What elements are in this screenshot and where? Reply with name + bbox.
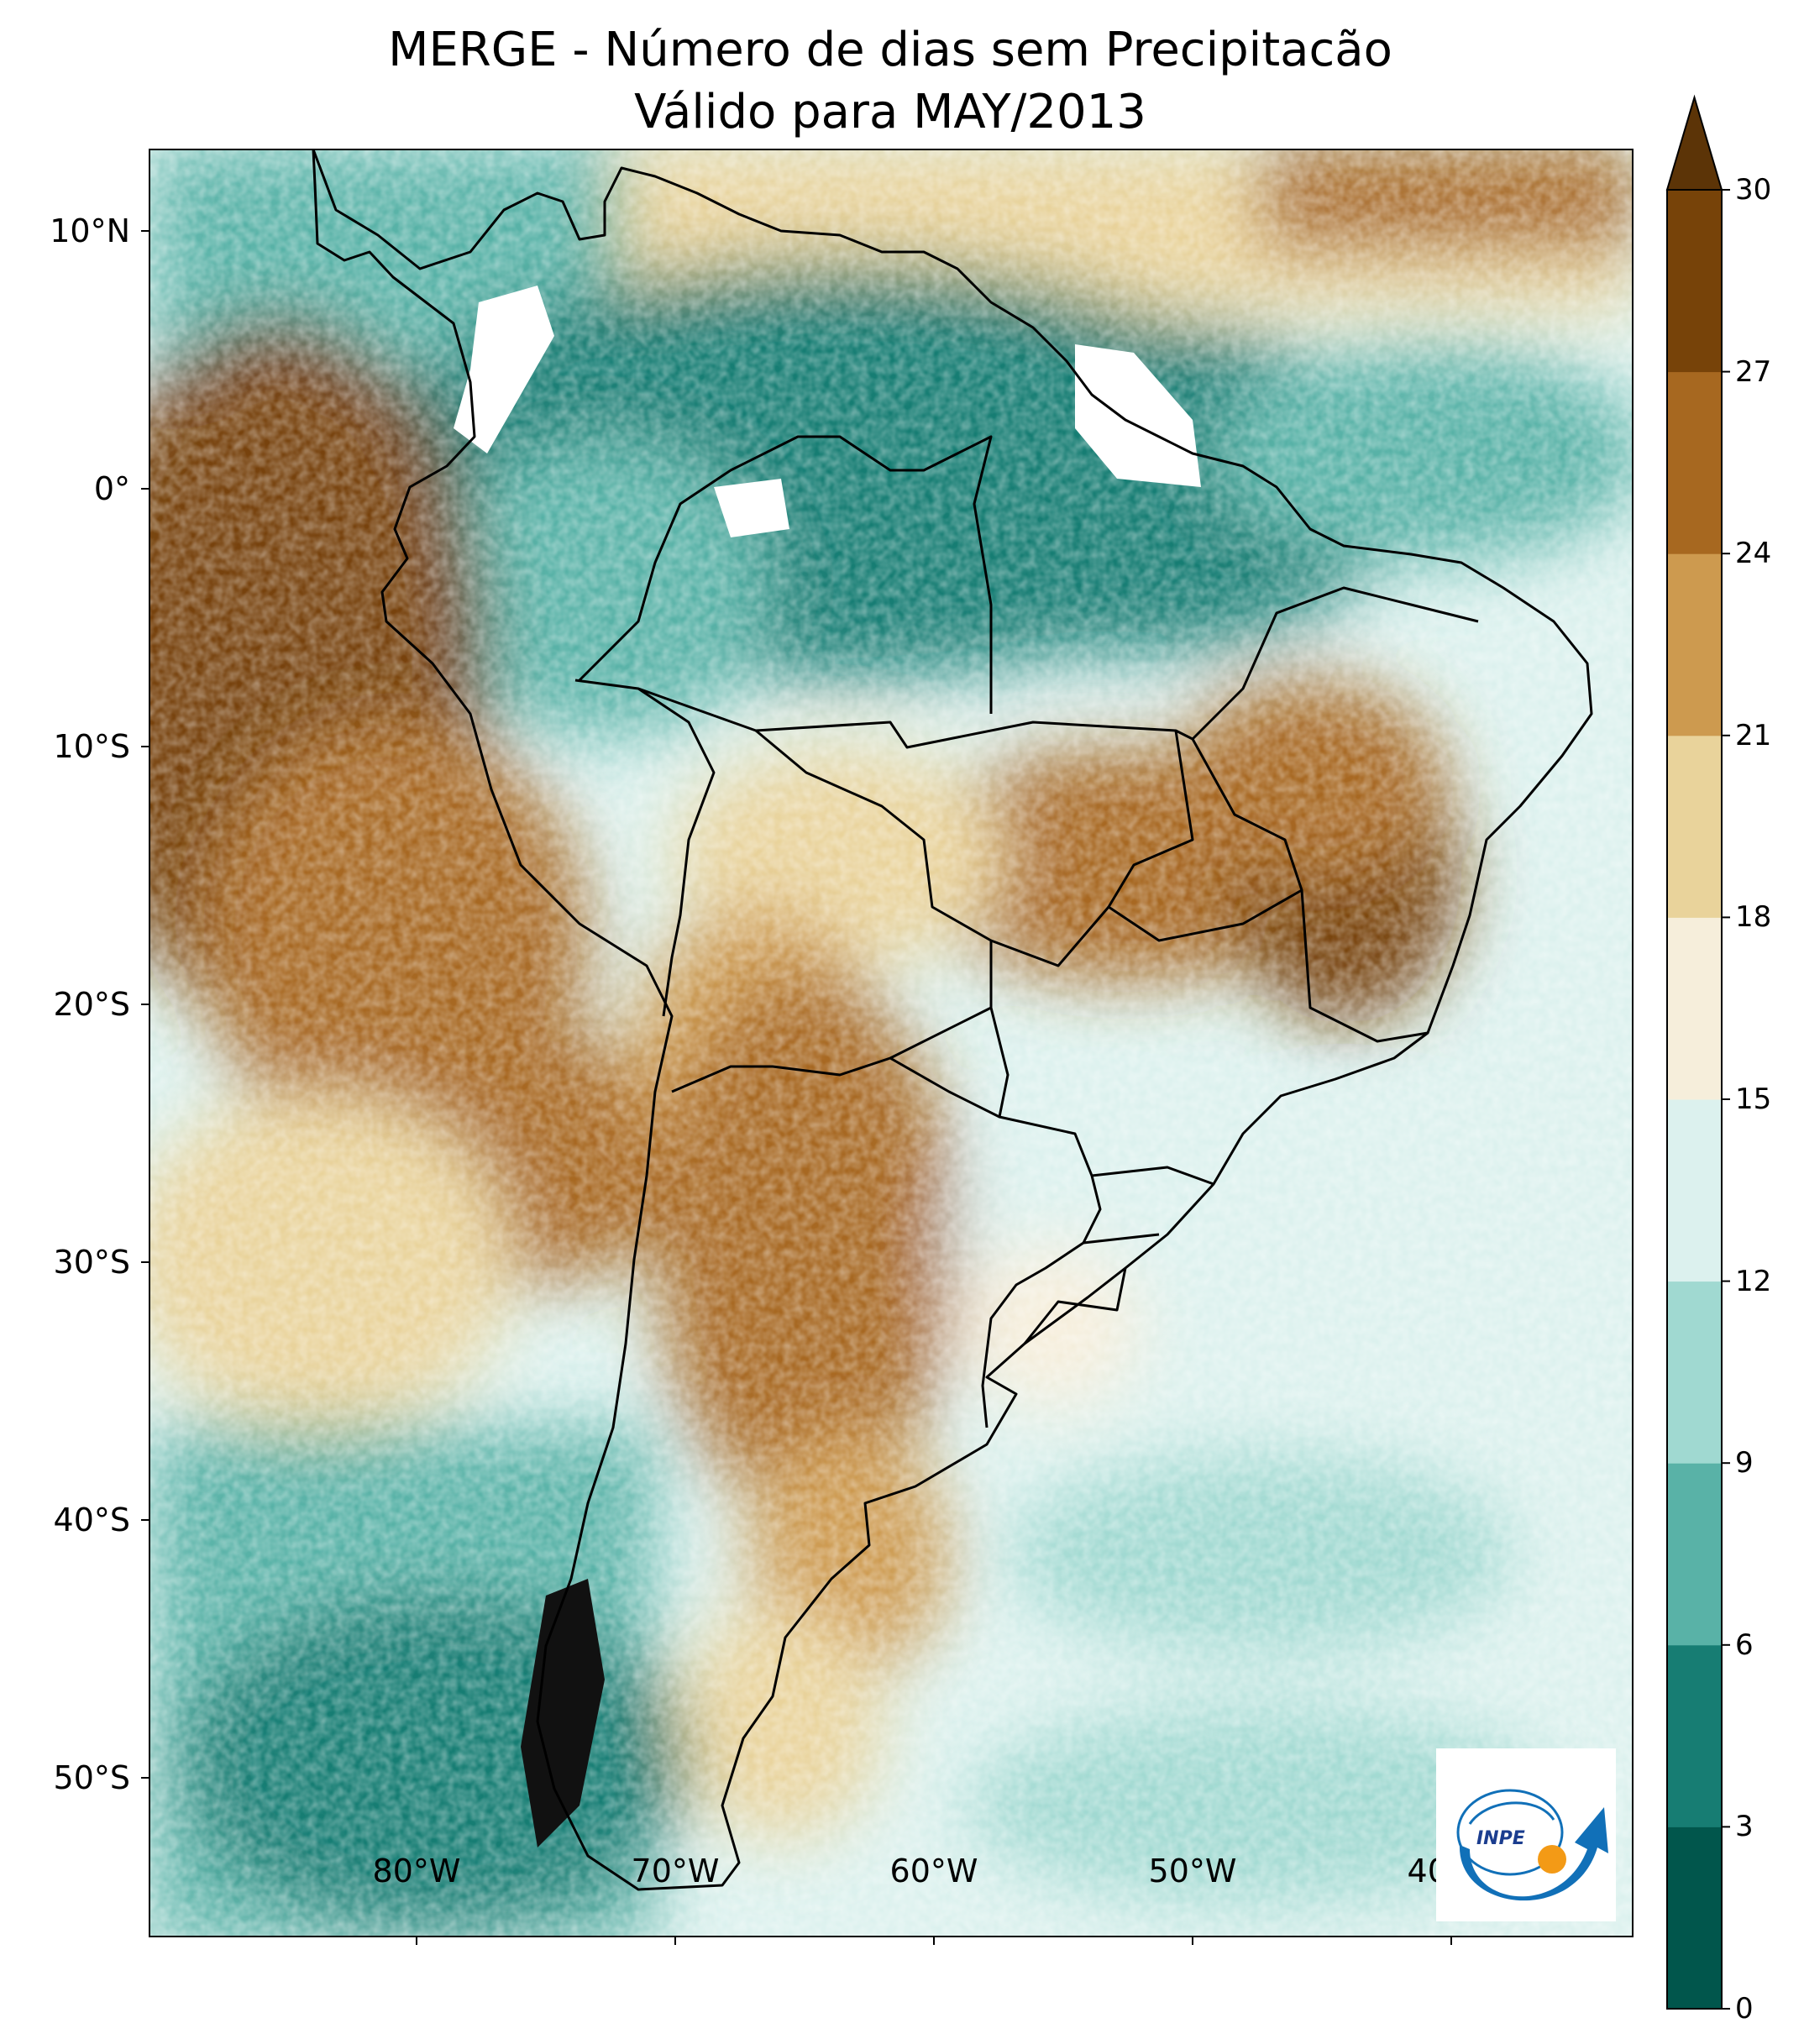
lat-label-40s: 40°S xyxy=(53,1502,130,1538)
colorbar-segment xyxy=(1667,553,1722,736)
svg-text:INPE: INPE xyxy=(1476,1828,1525,1849)
colorbar-label-6: 6 xyxy=(1735,1627,1754,1662)
colorbar-label-21: 21 xyxy=(1735,718,1772,752)
colorbar-label-18: 18 xyxy=(1735,900,1772,935)
axis-ticks xyxy=(141,230,1452,1945)
lat-label-10n: 10°N xyxy=(50,212,130,249)
map-title: MERGE - Número de dias sem Precipitacão xyxy=(388,23,1392,77)
map-subtitle: Válido para MAY/2013 xyxy=(634,85,1146,139)
lon-label-80w: 80°W xyxy=(372,1853,461,1889)
colorbar-segment xyxy=(1667,1099,1722,1282)
lon-label-70w: 70°W xyxy=(631,1853,720,1889)
lon-label-50w: 50°W xyxy=(1148,1853,1237,1889)
colorbar-label-24: 24 xyxy=(1735,537,1772,571)
colorbar-extend-arrow xyxy=(1665,94,1723,191)
colorbar-segment xyxy=(1667,735,1722,918)
colorbar-segment xyxy=(1667,1826,1722,2010)
lon-label-60w: 60°W xyxy=(889,1853,978,1889)
colorbar xyxy=(1665,94,1730,2010)
colorbar-label-3: 3 xyxy=(1735,1810,1754,1844)
colorbar-label-30: 30 xyxy=(1735,173,1772,207)
colorbar-label-12: 12 xyxy=(1735,1264,1772,1298)
map-frame xyxy=(149,149,1634,1937)
precipitation-field xyxy=(149,149,1633,1937)
coastlines xyxy=(312,149,1593,1891)
colorbar-segment xyxy=(1667,1281,1722,1464)
colorbar-segment xyxy=(1667,1463,1722,1646)
colorbar-label-9: 9 xyxy=(1735,1446,1754,1481)
lat-label-50s: 50°S xyxy=(53,1759,130,1796)
colorbar-label-15: 15 xyxy=(1735,1082,1772,1116)
colorbar-segment xyxy=(1667,917,1722,1100)
colorbar-label-0: 0 xyxy=(1735,1992,1754,2026)
lat-label-20s: 20°S xyxy=(53,986,130,1023)
lat-label-30s: 30°S xyxy=(53,1244,130,1281)
colorbar-segment xyxy=(1667,1644,1722,1827)
lat-label-10s: 10°S xyxy=(53,728,130,765)
colorbar-segment xyxy=(1667,371,1722,554)
colorbar-segment xyxy=(1667,190,1722,373)
inpe-logo: INPE xyxy=(1436,1748,1616,1921)
colorbar-label-27: 27 xyxy=(1735,354,1772,389)
lat-label-0: 0° xyxy=(93,470,130,507)
